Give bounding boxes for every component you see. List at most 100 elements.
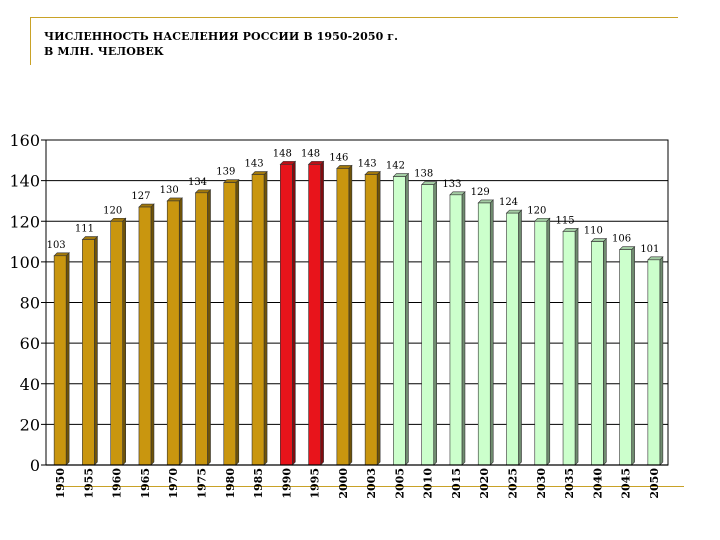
bar-side bbox=[320, 160, 324, 466]
x-tick-label: 2010 bbox=[422, 468, 435, 499]
bar-2020 bbox=[477, 202, 491, 466]
data-label: 124 bbox=[499, 197, 518, 208]
data-label: 142 bbox=[386, 161, 405, 172]
chart-title: ЧИСЛЕННОСТЬ НАСЕЛЕНИЯ РОССИИ В 1950-2050… bbox=[44, 29, 398, 59]
bar-top bbox=[562, 228, 579, 232]
bar-side bbox=[489, 199, 494, 466]
x-tick-label: 1955 bbox=[82, 468, 95, 499]
bar-side bbox=[574, 227, 579, 466]
bar-2030 bbox=[534, 220, 548, 466]
y-tick-label: 0 bbox=[30, 456, 40, 475]
bar-side bbox=[150, 203, 155, 466]
bar-side bbox=[207, 189, 211, 466]
y-tick-label: 60 bbox=[20, 334, 40, 353]
bar-top bbox=[109, 217, 127, 222]
bar-1975 bbox=[195, 192, 208, 466]
bar-side bbox=[631, 245, 635, 466]
x-tick-label: 2035 bbox=[563, 468, 576, 499]
bar-2003 bbox=[364, 174, 378, 466]
y-tick-label: 40 bbox=[20, 375, 40, 394]
bar-side bbox=[376, 170, 381, 466]
bar-2045 bbox=[619, 249, 632, 466]
x-tick-label: 2030 bbox=[535, 468, 548, 499]
bar-top bbox=[166, 197, 183, 202]
data-label: 146 bbox=[329, 152, 348, 163]
bar-top bbox=[618, 246, 636, 250]
bar-1995 bbox=[308, 164, 321, 466]
bar-side bbox=[518, 209, 522, 466]
bar-1980 bbox=[223, 182, 237, 466]
data-label: 148 bbox=[273, 148, 292, 159]
bar-top bbox=[307, 161, 325, 165]
bar-top bbox=[392, 173, 410, 177]
x-tick-label: 2015 bbox=[450, 468, 463, 499]
y-tick-label: 20 bbox=[20, 415, 40, 434]
bar-1970 bbox=[166, 200, 180, 466]
y-tick-label: 80 bbox=[20, 294, 40, 313]
x-tick-label: 1975 bbox=[196, 468, 209, 499]
chart-title-line1: ЧИСЛЕННОСТЬ НАСЕЛЕНИЯ РОССИИ В 1950-2050… bbox=[44, 30, 399, 43]
bar-top bbox=[223, 179, 240, 183]
bar-top bbox=[449, 191, 466, 196]
data-label: 115 bbox=[555, 215, 574, 226]
bar-top bbox=[336, 165, 353, 169]
bar-2035 bbox=[562, 231, 576, 466]
bar-side bbox=[348, 164, 353, 466]
x-tick-label: 1970 bbox=[167, 468, 180, 499]
x-tick-label: 1990 bbox=[280, 468, 293, 499]
data-label: 120 bbox=[103, 205, 122, 216]
data-label: 134 bbox=[188, 177, 207, 188]
bar-top bbox=[505, 209, 523, 214]
bar-top bbox=[590, 238, 608, 242]
frame-bottom-line bbox=[56, 486, 684, 487]
y-tick-label: 140 bbox=[9, 172, 40, 191]
bar-top bbox=[138, 203, 155, 208]
bar-top bbox=[534, 217, 551, 222]
x-tick-label: 2020 bbox=[478, 468, 491, 499]
bar-top bbox=[420, 181, 438, 185]
data-label: 103 bbox=[47, 240, 66, 251]
x-tick-label: 2003 bbox=[365, 468, 378, 499]
bar-side bbox=[65, 252, 70, 466]
bar-2025 bbox=[506, 212, 519, 466]
bar-top bbox=[194, 189, 212, 194]
bar-side bbox=[603, 237, 607, 466]
bar-1965 bbox=[138, 206, 152, 466]
data-label: 127 bbox=[131, 191, 150, 202]
x-tick-label: 2050 bbox=[648, 468, 661, 499]
bar-2015 bbox=[449, 194, 463, 466]
x-tick-label: 1980 bbox=[224, 468, 237, 499]
x-tick-label: 2040 bbox=[591, 468, 604, 499]
x-tick-label: 2000 bbox=[337, 468, 350, 499]
x-tick-label: 1965 bbox=[139, 468, 152, 499]
data-label: 138 bbox=[414, 169, 433, 180]
x-tick-label: 2005 bbox=[393, 468, 406, 499]
data-label: 110 bbox=[584, 226, 603, 237]
x-tick-label: 1995 bbox=[309, 468, 322, 499]
data-label: 106 bbox=[612, 234, 631, 245]
data-label: 120 bbox=[527, 205, 546, 216]
bar-2000 bbox=[336, 168, 350, 466]
bar-1990 bbox=[280, 164, 293, 466]
bar-2005 bbox=[393, 176, 406, 466]
data-label: 130 bbox=[160, 185, 179, 196]
bar-side bbox=[405, 172, 409, 466]
data-label: 143 bbox=[358, 159, 377, 170]
x-tick-label: 1985 bbox=[252, 468, 265, 499]
frame-left-line bbox=[30, 17, 31, 65]
bar-2040 bbox=[591, 241, 604, 466]
y-tick-label: 160 bbox=[9, 131, 40, 150]
frame-top-line bbox=[30, 17, 678, 18]
bar-side bbox=[235, 178, 240, 466]
y-tick-label: 100 bbox=[9, 253, 40, 272]
bar-side bbox=[94, 235, 98, 466]
bar-top bbox=[279, 161, 297, 165]
data-label: 143 bbox=[244, 159, 263, 170]
x-tick-label: 2045 bbox=[620, 468, 633, 499]
bar-top bbox=[364, 171, 381, 175]
data-label: 139 bbox=[216, 167, 235, 178]
bar-1955 bbox=[82, 239, 95, 466]
x-tick-label: 1950 bbox=[54, 468, 67, 499]
bar-top bbox=[251, 171, 268, 175]
